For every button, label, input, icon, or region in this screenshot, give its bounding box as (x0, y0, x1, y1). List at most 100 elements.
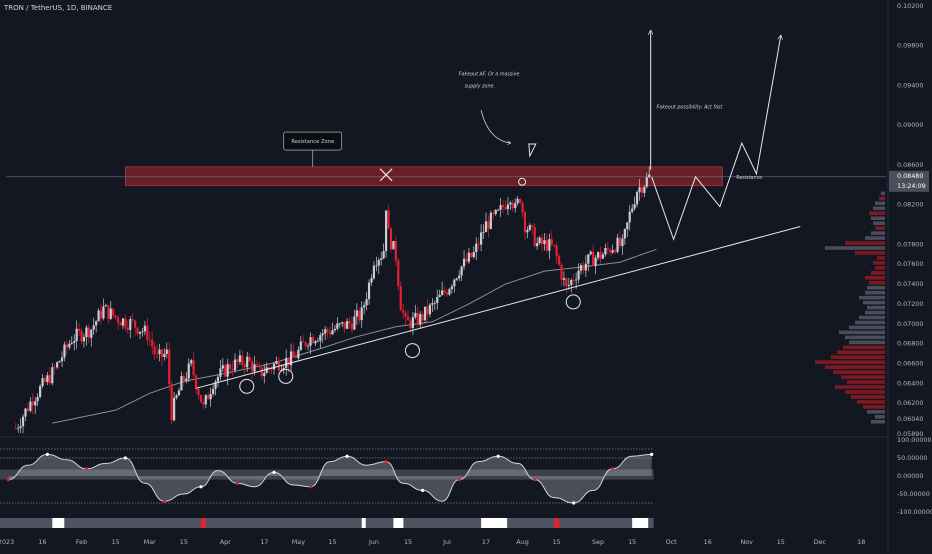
candle-body (197, 389, 200, 396)
candle-body (258, 365, 261, 368)
candle-body (531, 225, 534, 227)
candle-body (540, 237, 544, 245)
candle-body (402, 310, 405, 313)
candle-body (243, 364, 246, 368)
candle-body (114, 315, 117, 318)
volume-profile-bar (815, 360, 885, 365)
candle-body (304, 342, 307, 347)
candle-body (577, 270, 580, 280)
candle-body (248, 356, 251, 362)
osc-axis-label: 50.00000 (897, 454, 928, 462)
volume-profile-bar (869, 211, 885, 216)
candle-body (129, 319, 132, 330)
candle-body (160, 349, 164, 357)
candle-body (238, 355, 242, 362)
price-axis-label: 0.06600 (897, 359, 923, 367)
volume-profile-bar (863, 405, 885, 409)
osc-signal-dot (199, 485, 203, 489)
candle-body (231, 369, 234, 371)
candle-body (423, 306, 427, 321)
volume-profile-bar (835, 385, 885, 389)
candle-body (36, 396, 39, 402)
time-axis-label: 15 (777, 538, 785, 546)
candle-body (621, 238, 624, 247)
candle-body (411, 317, 414, 328)
candle-body (414, 313, 417, 318)
candle-body (467, 252, 471, 262)
candle-body (158, 349, 161, 354)
candle-body (555, 245, 558, 257)
candle-body (43, 378, 47, 382)
time-axis-label: 15 (553, 538, 561, 546)
volume-profile-bar (833, 370, 885, 374)
time-axis-label: 18 (857, 538, 865, 546)
candle-body (626, 222, 629, 230)
candle-body (470, 252, 473, 258)
time-axis-label: Nov (740, 538, 753, 546)
candle-body (121, 318, 125, 326)
resistance-zone-layer (6, 166, 886, 187)
candle-body (406, 316, 410, 321)
touch-circle (278, 368, 294, 384)
price-axis-label: 0.07200 (897, 300, 923, 308)
candle-body (58, 361, 61, 363)
candle-body (289, 351, 293, 366)
candle-body (311, 337, 315, 344)
candle-body (246, 356, 249, 368)
candle-body (182, 376, 185, 381)
volume-profile-bar (845, 335, 885, 340)
candle-body (550, 239, 553, 245)
candle-body (324, 329, 327, 334)
price-tag-countdown: 13:24:09 (897, 182, 926, 190)
candle-body (321, 333, 324, 336)
candle-body (214, 381, 217, 389)
volume-profile-bar (879, 196, 885, 201)
candle-body (268, 367, 271, 369)
price-axis-label: 0.06040 (897, 415, 923, 423)
candle-body (426, 306, 429, 315)
candle-body (260, 367, 263, 377)
candle-body (226, 364, 229, 377)
candle-body (124, 318, 127, 328)
touch-circle (404, 343, 420, 359)
osc-band (0, 469, 654, 480)
osc-signal-dot (533, 478, 537, 482)
candle-body (609, 249, 612, 253)
candle-body (175, 395, 178, 398)
candle-body (343, 322, 346, 329)
fakeout-flag (528, 143, 537, 158)
candle-body (360, 307, 363, 321)
candle-body (73, 341, 76, 343)
candle-body (377, 259, 380, 266)
candle-body (596, 252, 600, 258)
candle-body (450, 286, 453, 290)
candle-body (328, 331, 332, 335)
candle-body (477, 243, 480, 245)
candle-body (250, 361, 254, 372)
osc-signal-dot (650, 452, 654, 456)
time-axis-label: 15 (404, 538, 412, 546)
volume-profile-bar (849, 325, 885, 330)
volume-profile-bar (847, 380, 885, 384)
price-axis-label: 0.07600 (897, 260, 923, 268)
candle-body (14, 428, 17, 429)
candle-body (640, 187, 644, 193)
candle-body (216, 376, 220, 382)
volume-profile-bar (865, 310, 885, 315)
callout-arrow (480, 110, 510, 143)
volume-profile-bar (865, 290, 885, 295)
candle-body (497, 209, 500, 211)
strip-signal (554, 518, 560, 528)
candle-body (582, 265, 585, 271)
osc-signal-dot (421, 488, 425, 492)
time-axis-label: Sep (592, 538, 604, 546)
candle-body (572, 280, 575, 281)
candle-body (648, 174, 651, 178)
candle-body (265, 367, 268, 374)
moving-average-line (52, 248, 657, 424)
candle-body (297, 349, 300, 359)
candle-body (163, 353, 166, 357)
candle-body (95, 321, 98, 326)
candle-body (443, 290, 446, 293)
